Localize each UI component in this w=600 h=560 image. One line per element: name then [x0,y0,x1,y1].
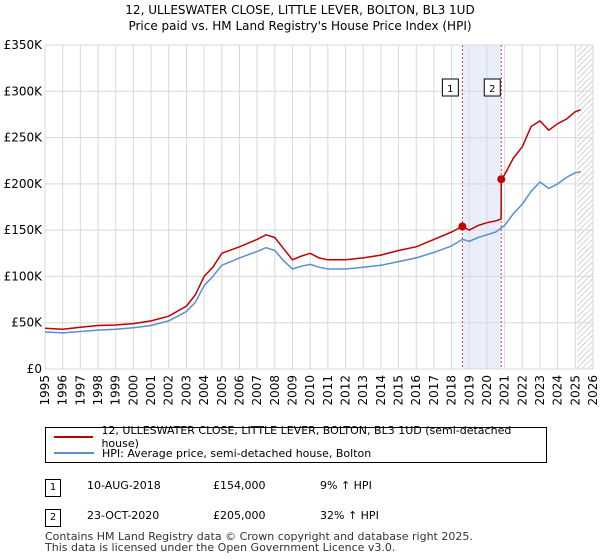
purchase-label: 2 [489,84,495,95]
x-tick-label: 2006 [232,375,246,406]
plot-area [45,45,593,369]
legend-hpi: HPI: Average price, semi-detached house,… [54,445,371,461]
chart-title: 12, ULLESWATER CLOSE, LITTLE LEVER, BOLT… [125,3,475,17]
x-tick-label: 1995 [38,375,52,406]
property-price-line [44,109,581,330]
y-tick-label: £300K [4,84,44,98]
x-tick-label: 1997 [73,375,87,406]
y-tick-label: £150K [4,223,44,237]
legend-property-swatch [54,436,94,438]
x-tick-label: 2024 [551,375,565,406]
future-hatch [577,45,593,369]
footer: Contains HM Land Registry data © Crown c… [45,531,473,553]
y-tick-label: £350K [4,38,44,52]
x-tick-label: 2015 [392,375,406,406]
legend-hpi-label: HPI: Average price, semi-detached house,… [102,446,372,460]
y-tick-label: £200K [4,177,44,191]
transaction-number: 2 [45,509,61,527]
transaction-price: £154,000 [213,479,266,492]
x-tick-label: 2010 [303,375,317,406]
purchase-label-box [441,78,459,97]
x-tick-label: 2026 [586,375,600,406]
footer-copyright: Contains HM Land Registry data © Crown c… [45,530,473,543]
x-tick-label: 2003 [179,375,193,406]
transaction-date: 10-AUG-2018 [87,479,161,492]
x-tick-label: 1996 [56,375,70,406]
transaction-hpi: 32% ↑ HPI [320,509,379,522]
x-tick-label: 2012 [339,375,353,406]
x-tick-label: 2018 [445,375,459,406]
legend-hpi-swatch [54,452,94,454]
x-tick-label: 2016 [409,375,423,406]
x-tick-label: 2019 [462,375,476,406]
hpi-line [44,171,581,334]
x-tick-label: 2021 [498,375,512,406]
price-chart: 1 2 £0 £50K £100K £150K £200K £250K £300K £350K 19… [4,38,600,406]
y-tick-label: £100K [4,269,44,283]
x-tick-label: 2014 [374,375,388,406]
transaction-price: £205,000 [213,509,266,522]
x-tick-label: 2017 [427,375,441,406]
x-tick-label: 2000 [126,375,140,406]
x-tick-label: 2007 [250,375,264,406]
x-tick-label: 1999 [109,375,123,406]
y-tick-label: £0 [27,362,42,376]
legend-property-label: 12, ULLESWATER CLOSE, LITTLE LEVER, BOLT… [101,424,512,450]
x-tick-label: 2001 [144,375,158,406]
x-tick-label: 2011 [321,375,335,406]
transaction-date: 23-OCT-2020 [87,509,160,522]
x-tick-label: 2025 [568,375,582,406]
y-tick-label: £50K [11,316,43,330]
x-tick-label: 2004 [197,375,211,406]
purchase-point [497,175,506,184]
x-tick-label: 2020 [480,375,494,406]
x-tick-label: 2022 [515,375,529,406]
purchase-label: 1 [447,84,453,95]
chart-subtitle: Price paid vs. HM Land Registry's House … [128,19,472,33]
footer-licence: This data is licensed under the Open Gov… [45,541,396,554]
x-tick-label: 2013 [356,375,370,406]
purchase-label-box [483,78,501,97]
legend-property: 12, ULLESWATER CLOSE, LITTLE LEVER, BOLT… [54,424,546,450]
purchase-point [458,222,467,231]
x-tick-label: 1998 [91,375,105,406]
x-tick-label: 2002 [162,375,176,406]
y-tick-label: £250K [4,131,44,145]
x-tick-label: 2009 [285,375,299,406]
legend: 12, ULLESWATER CLOSE, LITTLE LEVER, BOLT… [45,424,547,463]
transaction-number: 1 [45,479,61,497]
x-tick-label: 2005 [215,375,229,406]
x-tick-label: 2008 [268,375,282,406]
x-tick-label: 2023 [533,375,547,406]
transaction-hpi: 9% ↑ HPI [320,479,372,492]
